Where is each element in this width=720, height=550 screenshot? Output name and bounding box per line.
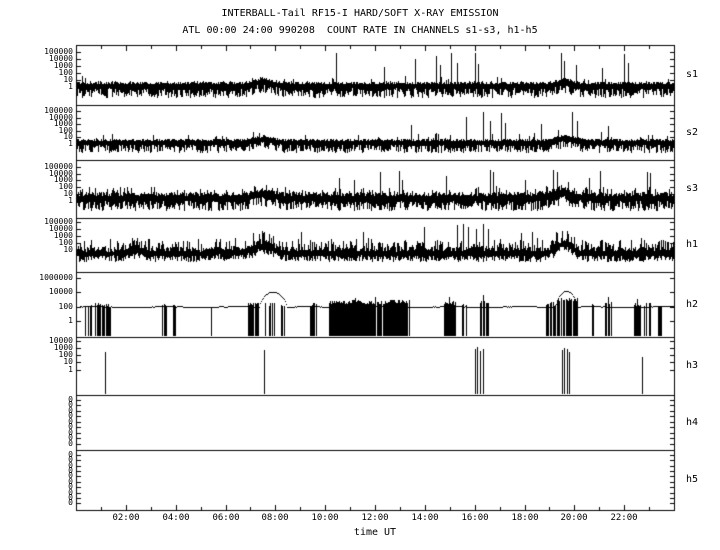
x-tick-label: 06:00 [212, 513, 240, 523]
y-tick-label: 0 [68, 471, 73, 480]
y-tick-label: 10 [63, 189, 73, 198]
y-tick-label: 0 [68, 482, 73, 491]
y-tick-label: 0 [68, 461, 73, 470]
y-tick-label: 0 [68, 450, 73, 459]
y-tick-label: 100000 [44, 162, 73, 171]
y-tick-label: 1000 [53, 231, 73, 240]
panel-label-h1: h1 [686, 239, 699, 250]
x-tick-label: 12:00 [361, 513, 389, 523]
y-tick-label: 1 [68, 365, 73, 374]
y-tick-label: 10 [63, 132, 73, 141]
panel-label-h5: h5 [686, 474, 699, 485]
y-tick-label: 0 [68, 498, 73, 507]
x-axis-title: time UT [353, 527, 397, 538]
y-tick-label: 0 [68, 493, 73, 502]
y-tick-label: 1 [68, 196, 73, 205]
y-tick-label: 10000 [48, 54, 73, 63]
y-tick-label: 1000 [53, 175, 73, 184]
y-tick-label: 1000 [53, 119, 73, 128]
y-tick-label: 100 [58, 238, 73, 247]
x-tick-label: 18:00 [511, 513, 539, 523]
panel-label-s2: s2 [686, 127, 699, 138]
y-tick-label: 0 [68, 417, 73, 426]
y-tick-label: 10000 [48, 287, 73, 296]
x-tick-label: 08:00 [261, 513, 289, 523]
y-tick-label: 100 [58, 182, 73, 191]
y-tick-label: 100000 [44, 217, 73, 226]
y-tick-label: 1000 [53, 61, 73, 70]
panel-label-h2: h2 [686, 299, 699, 310]
y-tick-label: 10000 [48, 169, 73, 178]
y-tick-label: 10000 [48, 336, 73, 345]
x-tick-label: 14:00 [411, 513, 439, 523]
y-tick-label: 1000 [53, 343, 73, 352]
y-tick-label: 1 [68, 82, 73, 91]
y-tick-label: 1 [68, 139, 73, 148]
y-tick-label: 0 [68, 455, 73, 464]
y-tick-label: 100000 [44, 106, 73, 115]
y-tick-label: 0 [68, 406, 73, 415]
x-tick-label: 20:00 [560, 513, 588, 523]
x-tick-label: 02:00 [112, 513, 140, 523]
y-tick-label: 0 [68, 411, 73, 420]
y-tick-label: 100 [58, 68, 73, 77]
y-tick-label: 1000000 [39, 273, 73, 282]
x-tick-label: 04:00 [162, 513, 190, 523]
y-tick-label: 100000 [44, 47, 73, 56]
y-tick-label: 0 [68, 422, 73, 431]
y-tick-label: 10 [63, 75, 73, 84]
y-tick-label: 100 [58, 126, 73, 135]
y-tick-label: 0 [68, 433, 73, 442]
y-tick-label: 100 [58, 350, 73, 359]
x-tick-label: 10:00 [311, 513, 339, 523]
y-tick-label: 10 [63, 245, 73, 254]
y-tick-label: 10000 [48, 113, 73, 122]
y-tick-label: 1 [68, 316, 73, 325]
y-tick-label: 10000 [48, 224, 73, 233]
y-tick-label: 0 [68, 477, 73, 486]
y-tick-label: 0 [68, 466, 73, 475]
panel-label-h4: h4 [686, 417, 699, 428]
panel-label-s1: s1 [686, 69, 699, 80]
y-tick-label: 10 [63, 357, 73, 366]
x-tick-label: 22:00 [610, 513, 638, 523]
panel-label-h3: h3 [686, 360, 699, 371]
panel-label-s3: s3 [686, 183, 699, 194]
x-tick-label: 16:00 [461, 513, 489, 523]
y-tick-label: 0 [68, 428, 73, 437]
y-tick-label: 0 [68, 400, 73, 409]
y-tick-label: 0 [68, 439, 73, 448]
y-tick-label: 100 [58, 302, 73, 311]
y-tick-label: 0 [68, 395, 73, 404]
y-tick-label: 0 [68, 488, 73, 497]
